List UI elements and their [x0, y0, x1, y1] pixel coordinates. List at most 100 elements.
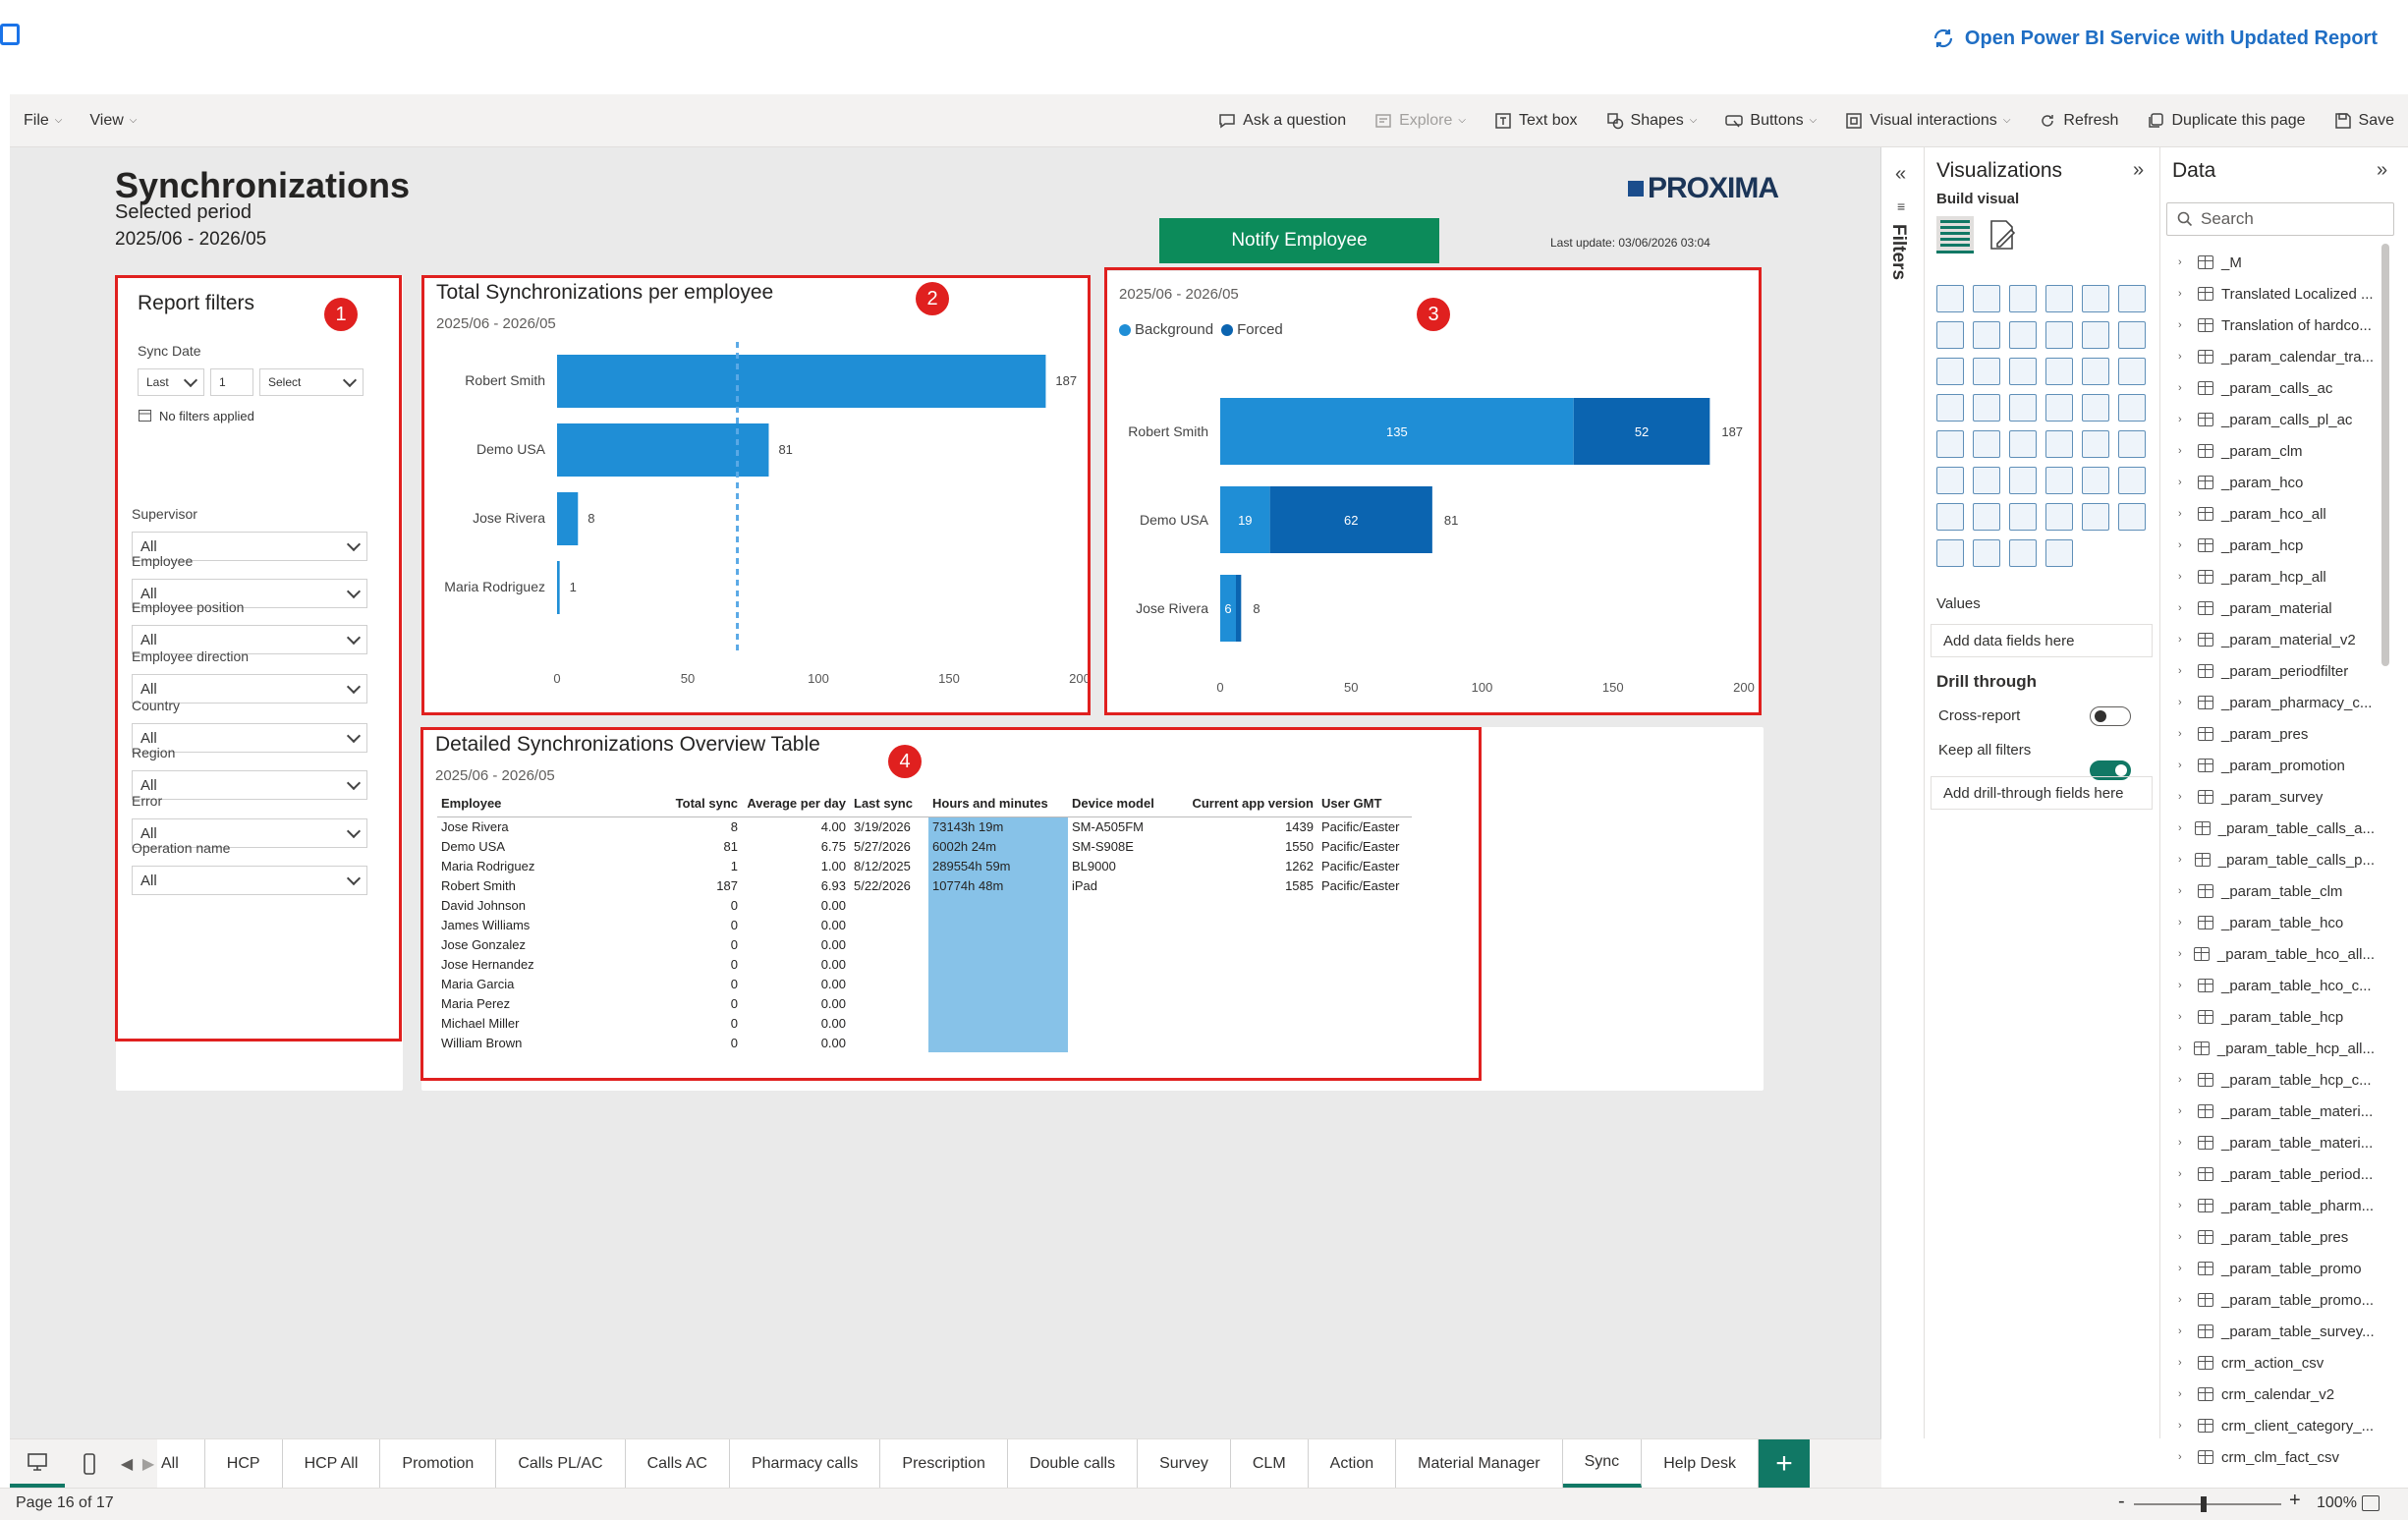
bar[interactable] — [557, 355, 1046, 408]
expand-chevron-icon[interactable]: › — [2178, 445, 2182, 457]
table-row[interactable]: Jose Hernandez 0 0.00 — [437, 954, 1412, 974]
page-tab[interactable]: HCP All — [282, 1439, 381, 1488]
visual-type-icon[interactable] — [2045, 394, 2073, 422]
data-table-item[interactable]: › Translated Localized ... — [2178, 278, 2375, 310]
expand-chevron-icon[interactable]: › — [2178, 319, 2182, 331]
cross-report-toggle[interactable] — [2090, 706, 2131, 726]
expand-chevron-icon[interactable]: › — [2178, 1420, 2182, 1432]
visual-type-icon[interactable] — [2082, 467, 2109, 494]
expand-chevron-icon[interactable]: › — [2178, 1137, 2182, 1149]
sync-unit-select[interactable]: Select — [259, 368, 364, 396]
visual-type-icon[interactable] — [2082, 358, 2109, 385]
mobile-view-icon[interactable] — [65, 1439, 114, 1488]
expand-chevron-icon[interactable]: › — [2178, 728, 2182, 740]
visual-type-icon[interactable] — [2009, 430, 2037, 458]
visual-type-icon[interactable] — [1936, 321, 1964, 349]
data-table-item[interactable]: › _param_table_period... — [2178, 1158, 2375, 1190]
zoom-out-button[interactable]: - — [2118, 1491, 2125, 1512]
data-table-item[interactable]: › _param_calendar_tra... — [2178, 341, 2375, 372]
data-table-item[interactable]: › crm_calendar_v2 — [2178, 1379, 2375, 1410]
page-tab[interactable]: Survey — [1138, 1439, 1231, 1488]
column-header[interactable]: Total sync — [675, 796, 738, 812]
data-table-item[interactable]: › _param_pharmacy_c... — [2178, 687, 2375, 718]
expand-chevron-icon[interactable]: › — [2178, 1074, 2182, 1086]
expand-chevron-icon[interactable]: › — [2178, 697, 2182, 708]
visual-type-icon[interactable] — [1973, 321, 2000, 349]
expand-right-icon[interactable]: » — [2377, 159, 2388, 181]
expand-chevron-icon[interactable]: › — [2178, 288, 2182, 300]
data-table-item[interactable]: › _param_table_pharm... — [2178, 1190, 2375, 1221]
visual-type-icon[interactable] — [2082, 394, 2109, 422]
stacked-bar-segment[interactable] — [1220, 398, 1574, 465]
page-tab[interactable]: Help Desk — [1642, 1439, 1759, 1488]
visual-type-icon[interactable] — [2045, 321, 2073, 349]
data-table-item[interactable]: › _param_table_promo... — [2178, 1284, 2375, 1316]
visual-type-icon[interactable] — [1973, 358, 2000, 385]
filter-dropdown[interactable]: All — [132, 723, 367, 753]
stacked-bar-segment[interactable] — [1220, 486, 1270, 553]
page-tab[interactable]: Material Manager — [1396, 1439, 1563, 1488]
data-table-item[interactable]: › _param_promotion — [2178, 750, 2375, 781]
expand-chevron-icon[interactable]: › — [2178, 917, 2182, 929]
visual-type-icon[interactable] — [1973, 430, 2000, 458]
fit-page-icon[interactable] — [2362, 1495, 2380, 1511]
visual-type-icon[interactable] — [2045, 430, 2073, 458]
data-table-item[interactable]: › _param_hco — [2178, 467, 2375, 498]
data-table-item[interactable]: › _param_pres — [2178, 718, 2375, 750]
page-tab[interactable]: Calls AC — [625, 1439, 730, 1488]
column-header[interactable]: Last sync — [854, 796, 913, 812]
table-row[interactable]: Maria Rodriguez 1 1.00 8/12/2025 289554h 59m… — [437, 856, 1412, 875]
add-page-button[interactable]: + — [1759, 1439, 1810, 1488]
bar[interactable] — [557, 492, 579, 545]
ask-question-button[interactable]: Ask a question — [1204, 111, 1360, 131]
collapse-left-icon[interactable]: « — [1895, 163, 1907, 185]
column-header[interactable]: Employee — [441, 796, 502, 812]
expand-chevron-icon[interactable]: › — [2178, 791, 2182, 803]
buttons-button[interactable]: Buttons ⌵ — [1710, 111, 1830, 131]
visual-type-icon[interactable] — [2009, 394, 2037, 422]
visual-type-icon[interactable] — [2045, 539, 2073, 567]
filter-dropdown[interactable]: All — [132, 532, 367, 561]
data-table-item[interactable]: › _param_material — [2178, 592, 2375, 624]
format-visual-tab-icon[interactable] — [1986, 218, 2019, 252]
filter-dropdown[interactable]: All — [132, 770, 367, 800]
expand-chevron-icon[interactable]: › — [2178, 948, 2182, 960]
notify-employee-button[interactable]: Notify Employee — [1159, 218, 1439, 263]
expand-chevron-icon[interactable]: › — [2178, 1263, 2182, 1274]
page-tab[interactable]: Promotion — [380, 1439, 497, 1488]
visual-type-icon[interactable] — [2009, 358, 2037, 385]
visual-type-icon[interactable] — [1936, 503, 1964, 531]
bar[interactable] — [557, 423, 769, 477]
expand-chevron-icon[interactable]: › — [2178, 1168, 2182, 1180]
table-row[interactable]: William Brown 0 0.00 — [437, 1033, 1412, 1052]
bar[interactable] — [557, 561, 560, 614]
visual-type-icon[interactable] — [2118, 467, 2146, 494]
chart1-plot[interactable]: Robert Smith 187 Demo USA 81 Jose Rivera 8 Mar… — [424, 278, 1091, 712]
expand-chevron-icon[interactable]: › — [2178, 634, 2182, 646]
expand-chevron-icon[interactable]: › — [2178, 414, 2182, 425]
visual-type-icon[interactable] — [2118, 321, 2146, 349]
tab-scroll-left-icon[interactable]: ◀ — [114, 1439, 140, 1488]
visual-type-icon[interactable] — [1936, 430, 1964, 458]
data-table-item[interactable]: › _param_hcp — [2178, 530, 2375, 561]
data-table-item[interactable]: › crm_action_csv — [2178, 1347, 2375, 1379]
page-tab[interactable]: Prescription — [880, 1439, 1008, 1488]
visual-type-icon[interactable] — [2118, 358, 2146, 385]
data-table-item[interactable]: › _param_table_survey... — [2178, 1316, 2375, 1347]
visual-type-icon[interactable] — [2082, 430, 2109, 458]
data-table-item[interactable]: › crm_client_category_... — [2178, 1410, 2375, 1441]
visual-type-icon[interactable] — [1973, 285, 2000, 312]
save-button[interactable]: Save — [2320, 111, 2408, 131]
filter-dropdown[interactable]: All — [132, 579, 367, 608]
expand-chevron-icon[interactable]: › — [2178, 602, 2182, 614]
data-table-item[interactable]: › _param_table_hcp — [2178, 1001, 2375, 1033]
expand-chevron-icon[interactable]: › — [2178, 822, 2182, 834]
zoom-in-button[interactable]: + — [2289, 1490, 2301, 1511]
expand-chevron-icon[interactable]: › — [2178, 760, 2182, 771]
desktop-view-icon[interactable] — [10, 1439, 65, 1488]
text-box-button[interactable]: Text box — [1480, 111, 1592, 131]
visual-type-icon[interactable] — [2118, 285, 2146, 312]
expand-chevron-icon[interactable]: › — [2178, 477, 2182, 488]
data-table-item[interactable]: › _param_table_materi... — [2178, 1127, 2375, 1158]
view-menu[interactable]: View ⌵ — [76, 112, 150, 130]
